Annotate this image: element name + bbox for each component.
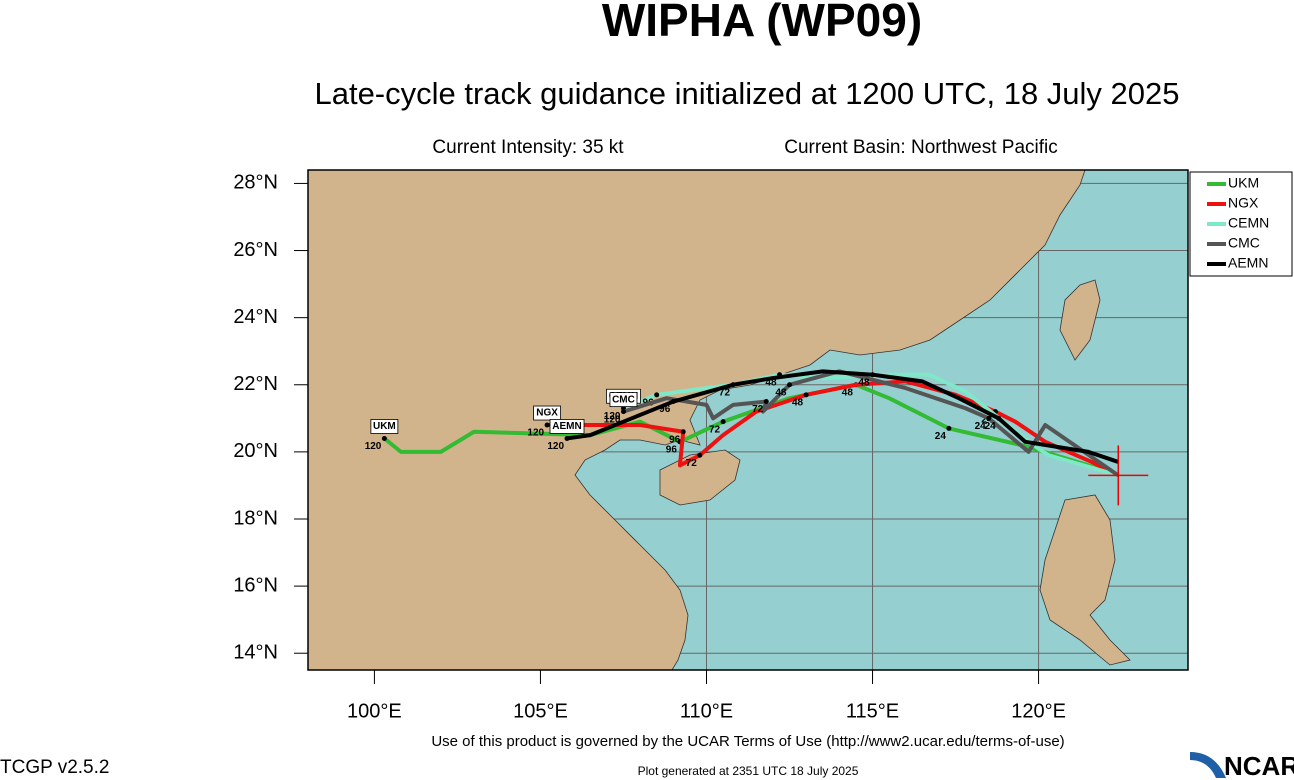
version: TCGP v2.5.2 [0, 757, 109, 778]
hour-label: 48 [765, 377, 777, 388]
model-tag-box [370, 419, 399, 434]
track-point [620, 409, 626, 415]
y-tick-label: 24°N [233, 306, 278, 328]
hour-label: 120 [547, 441, 564, 452]
track-point [870, 372, 876, 378]
track-point [544, 422, 550, 428]
legend-label: CEMN [1228, 215, 1269, 231]
hour-label: 72 [686, 458, 698, 469]
legend-label: AEMN [1228, 255, 1268, 271]
y-tick-label: 14°N [233, 642, 278, 664]
hour-label: 120 [365, 441, 382, 452]
luzon [1039, 494, 1131, 666]
track-point [986, 415, 992, 421]
track-point [670, 399, 676, 405]
hour-label: 48 [792, 397, 804, 408]
generated: Plot generated at 2351 UTC 18 July 2025 [638, 764, 859, 778]
model-tag: CMC [612, 394, 635, 405]
model-tag-box [549, 419, 585, 434]
y-tick-label: 26°N [233, 239, 278, 261]
x-tick-label: 120°E [1011, 700, 1066, 722]
terms: Use of this product is governed by the U… [431, 733, 1064, 750]
model-tag: NGX [536, 408, 558, 419]
hour-label: 120 [527, 428, 544, 439]
x-tick-label: 115°E [846, 700, 899, 722]
track-point [697, 452, 703, 458]
hour-label: 24 [975, 421, 987, 432]
track-point [680, 429, 686, 435]
track-point [730, 382, 736, 388]
logo-swoosh [1190, 752, 1226, 778]
mainland [308, 170, 1086, 670]
hour-label: 96 [666, 444, 678, 455]
x-tick-label: 105°E [513, 700, 568, 722]
y-tick-label: 22°N [233, 373, 278, 395]
hour-label: 96 [659, 404, 671, 415]
x-tick-label: 100°E [347, 700, 402, 722]
hour-label: 120 [604, 414, 621, 425]
legend-label: CMC [1228, 235, 1260, 251]
hour-label: 120 [604, 411, 621, 422]
logo: NCAR [1190, 751, 1294, 780]
track-point [803, 392, 809, 398]
track-point [381, 435, 387, 441]
model-tag: AEMN [552, 421, 581, 432]
track-point [654, 392, 660, 398]
legend-label: NGX [1228, 195, 1259, 211]
land [308, 170, 1131, 670]
hour-label: 96 [669, 434, 681, 445]
track-point [946, 425, 952, 431]
model-tag: UKM [373, 421, 396, 432]
y-tick-label: 20°N [233, 440, 278, 462]
hour-label: 24 [935, 431, 947, 442]
y-tick-label: 18°N [233, 507, 278, 529]
logo-text: NCAR [1224, 751, 1294, 780]
track-point [996, 415, 1002, 421]
hour-label: 24 [985, 421, 997, 432]
track-point [787, 382, 793, 388]
hour-label: 48 [775, 387, 787, 398]
legend-label: UKM [1228, 175, 1259, 191]
track-point [763, 399, 769, 405]
model-tag-box [533, 405, 561, 421]
hour-label: 48 [842, 387, 854, 398]
track [566, 369, 1119, 464]
hour-label: 72 [752, 404, 764, 415]
x-tick-label: 110°E [680, 700, 733, 722]
hour-label: 48 [858, 377, 870, 388]
model-tag-box [609, 392, 638, 408]
y-tick-label: 28°N [233, 172, 278, 194]
basin: Current Basin: Northwest Pacific [784, 137, 1058, 158]
y-tick-label: 16°N [233, 574, 278, 596]
plot-frame [307, 169, 1189, 671]
track-point [564, 435, 570, 441]
hour-label: 72 [709, 424, 721, 435]
intensity: Current Intensity: 35 kt [432, 137, 624, 158]
taiwan [1059, 279, 1101, 361]
subtitle: Late-cycle track guidance initialized at… [314, 76, 1179, 111]
hour-label: 72 [719, 387, 731, 398]
track-point [720, 419, 726, 425]
title: WIPHA (WP09) [602, 0, 922, 46]
